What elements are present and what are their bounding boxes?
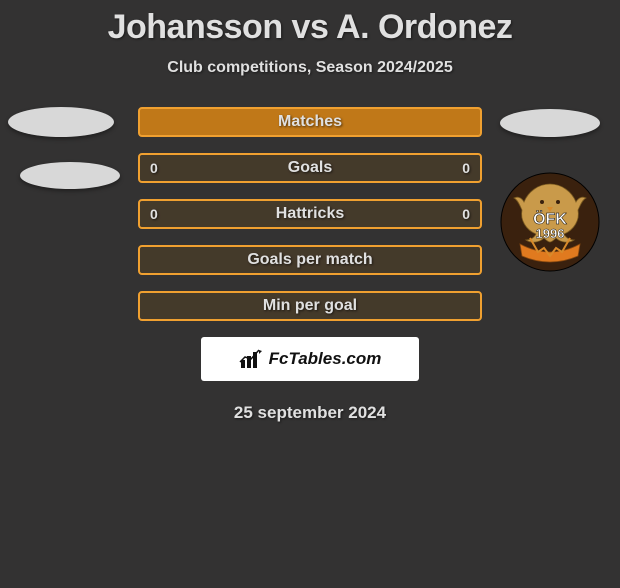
- club-badge: ÖFK 1996: [500, 172, 600, 272]
- row-matches: Matches: [138, 107, 482, 137]
- row-mpg-label: Min per goal: [263, 297, 357, 315]
- player-right-ellipse-1: [500, 109, 600, 137]
- badge-year-text: 1996: [536, 226, 565, 241]
- row-goals-label: Goals: [288, 159, 332, 177]
- row-hattricks-left: 0: [150, 206, 158, 222]
- player-left-ellipse-1: [8, 107, 114, 137]
- row-gpm-label: Goals per match: [247, 251, 372, 269]
- page-title: Johansson vs A. Ordonez: [0, 8, 620, 47]
- row-goals-left: 0: [150, 160, 158, 176]
- comparison-rows: Matches 0 Goals 0 0 Hattricks 0 Goals pe…: [138, 107, 482, 321]
- fctables-text: FcTables.com: [269, 349, 382, 369]
- player-left-ellipse-2: [20, 162, 120, 189]
- row-hattricks: 0 Hattricks 0: [138, 199, 482, 229]
- shield-icon: ÖFK 1996: [500, 172, 600, 272]
- comparison-container: ÖFK 1996 Matches 0 Goals 0 0 Hattricks 0…: [0, 107, 620, 423]
- chart-icon: [239, 348, 265, 370]
- fctables-box: FcTables.com: [201, 337, 419, 381]
- row-goals-per-match: Goals per match: [138, 245, 482, 275]
- row-min-per-goal: Min per goal: [138, 291, 482, 321]
- row-goals: 0 Goals 0: [138, 153, 482, 183]
- row-goals-right: 0: [462, 160, 470, 176]
- row-hattricks-label: Hattricks: [276, 205, 344, 223]
- row-hattricks-right: 0: [462, 206, 470, 222]
- row-matches-label: Matches: [278, 113, 342, 131]
- date-text: 25 september 2024: [0, 403, 620, 423]
- subtitle: Club competitions, Season 2024/2025: [0, 59, 620, 77]
